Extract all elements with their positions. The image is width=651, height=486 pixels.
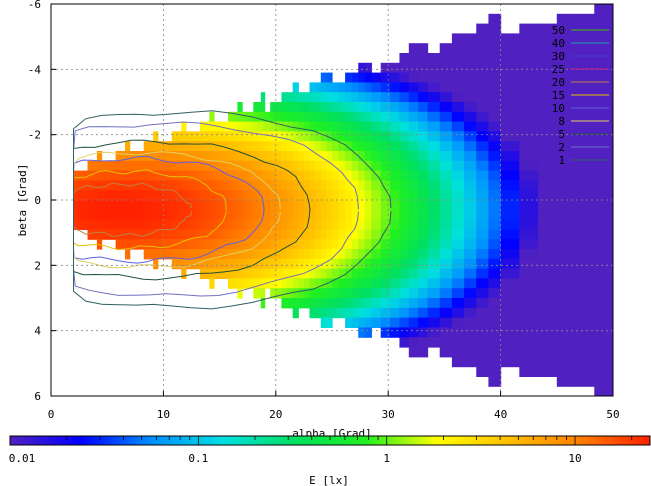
contour-lines <box>73 110 392 310</box>
x-tick-label: 20 <box>269 408 282 421</box>
y-tick-label: 0 <box>34 194 41 207</box>
x-axis-ticks: 0 10 20 30 40 50 <box>48 391 620 421</box>
legend-label: 30 <box>552 50 565 63</box>
y-tick-label: 2 <box>34 259 41 272</box>
y-axis-label: beta [Grad] <box>16 164 29 237</box>
legend-label: 20 <box>552 76 565 89</box>
y-tick-label: -4 <box>28 63 42 76</box>
x-tick-label: 10 <box>157 408 170 421</box>
x-tick-label: 50 <box>606 408 619 421</box>
contour-line-1 <box>73 110 392 310</box>
x-tick-label: 0 <box>48 408 55 421</box>
x-tick-label: 40 <box>494 408 507 421</box>
colorbar-label: E [lx] <box>309 474 349 486</box>
legend-label: 50 <box>552 24 565 37</box>
legend-label: 15 <box>552 89 565 102</box>
colorbar-tick-label: 1 <box>383 452 390 465</box>
y-tick-label: 6 <box>34 390 41 403</box>
y-tick-label: 4 <box>34 325 41 338</box>
colorbar-tick-label: 10 <box>568 452 581 465</box>
legend-label: 2 <box>558 141 565 154</box>
colorbar-tick-label: 0.01 <box>9 452 36 465</box>
grid-lines <box>51 4 613 396</box>
legend-label: 10 <box>552 102 565 115</box>
legend-label: 1 <box>558 154 565 167</box>
legend-label: 25 <box>552 63 565 76</box>
colorbar-tick-label: 0.1 <box>188 452 208 465</box>
x-tick-label: 30 <box>382 408 395 421</box>
y-tick-label: -6 <box>28 0 41 11</box>
y-tick-label: -2 <box>28 129 41 142</box>
y-axis-ticks: -6 -4 -2 0 2 4 6 <box>28 0 56 403</box>
colorbar: 0.01 0.1 1 10 <box>9 435 651 465</box>
legend-label: 5 <box>558 128 565 141</box>
legend-label: 8 <box>558 115 565 128</box>
legend-label: 40 <box>552 37 565 50</box>
heatmap-field <box>73 4 613 396</box>
